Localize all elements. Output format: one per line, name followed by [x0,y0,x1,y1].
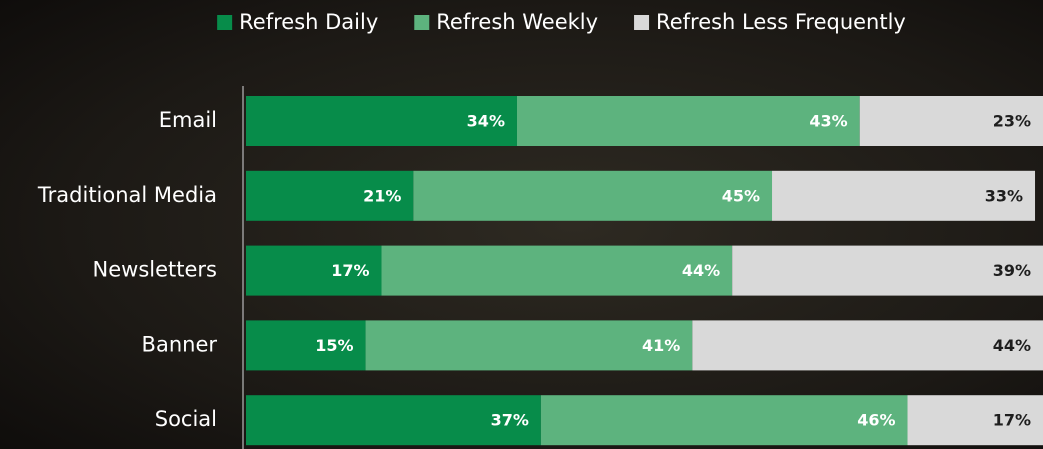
bar-segment [381,246,732,296]
legend-swatch [217,15,232,30]
value-label: 17% [993,411,1031,430]
category-label: Banner [142,332,218,356]
legend-label: Refresh Daily [239,10,378,34]
category-label: Newsletters [93,258,217,282]
page: Refresh Daily Refresh Weekly Refresh Less … [0,0,1043,449]
legend-label: Refresh Less Frequently [656,10,906,34]
bar-segment [413,171,772,221]
value-label: 45% [722,186,760,205]
category-label: Traditional Media [37,183,217,207]
value-label: 44% [993,336,1031,355]
value-label: 34% [467,112,505,131]
value-label: 43% [809,112,847,131]
legend-swatch [634,15,649,30]
category-label: Social [155,407,217,431]
value-label: 23% [993,112,1031,131]
legend-label: Refresh Weekly [436,10,598,34]
bar-segment [692,320,1043,370]
value-label: 39% [993,261,1031,280]
value-label: 37% [491,411,529,430]
value-label: 41% [642,336,680,355]
value-label: 33% [985,186,1023,205]
bar-segment [517,96,860,146]
background [0,0,1043,449]
value-label: 44% [682,261,720,280]
category-label: Email [159,108,217,132]
value-label: 17% [331,261,369,280]
legend: Refresh Daily Refresh Weekly Refresh Less … [217,10,906,34]
legend-swatch [414,15,429,30]
value-label: 21% [363,186,401,205]
value-label: 15% [315,336,353,355]
chart: Refresh Daily Refresh Weekly Refresh Less … [0,0,1043,449]
bar-segment [541,395,908,445]
value-label: 46% [857,411,895,430]
